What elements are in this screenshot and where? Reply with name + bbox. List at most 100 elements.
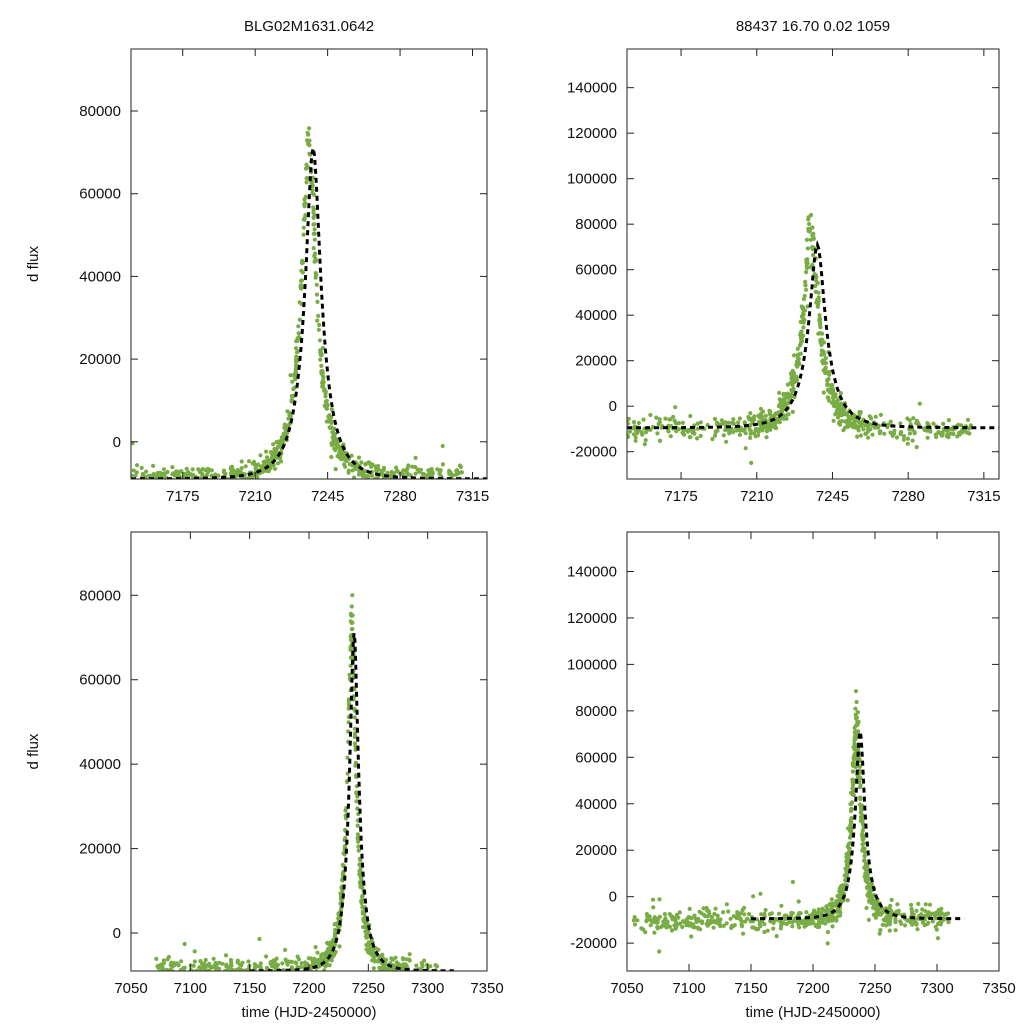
data-point bbox=[790, 924, 795, 929]
data-point bbox=[311, 207, 316, 212]
data-point bbox=[179, 959, 184, 964]
data-point bbox=[864, 905, 869, 911]
data-point bbox=[298, 965, 304, 970]
data-point bbox=[801, 325, 806, 330]
data-point bbox=[349, 604, 354, 609]
data-point bbox=[374, 485, 378, 489]
data-point bbox=[388, 473, 393, 478]
x-tick-label: 7245 bbox=[311, 488, 344, 505]
data-point bbox=[329, 454, 334, 460]
data-point bbox=[329, 443, 335, 448]
data-point bbox=[627, 421, 630, 426]
data-point bbox=[310, 957, 315, 962]
data-point bbox=[632, 922, 638, 927]
data-point bbox=[783, 916, 788, 922]
data-point bbox=[310, 188, 315, 193]
data-point bbox=[352, 687, 357, 692]
data-point bbox=[314, 292, 320, 297]
data-point bbox=[280, 976, 284, 980]
data-point bbox=[643, 430, 649, 435]
data-point bbox=[721, 910, 726, 915]
data-point bbox=[454, 468, 460, 473]
data-point bbox=[374, 469, 379, 474]
data-point bbox=[737, 416, 743, 421]
data-point bbox=[783, 392, 788, 397]
data-point bbox=[317, 338, 323, 343]
x-tick-label: 7350 bbox=[470, 980, 503, 997]
data-point bbox=[230, 482, 234, 486]
data-point bbox=[763, 413, 769, 418]
data-point bbox=[299, 283, 304, 288]
data-point bbox=[699, 911, 704, 916]
data-point bbox=[207, 973, 211, 977]
model-fit-line bbox=[249, 633, 454, 971]
data-point bbox=[457, 463, 463, 468]
data-point bbox=[874, 903, 879, 908]
data-point bbox=[332, 922, 337, 927]
data-point bbox=[289, 972, 293, 976]
data-point bbox=[920, 920, 926, 925]
data-point bbox=[838, 893, 843, 899]
data-point bbox=[642, 442, 647, 447]
data-point bbox=[370, 462, 375, 467]
data-point bbox=[880, 906, 885, 911]
data-point bbox=[294, 339, 299, 344]
data-point bbox=[686, 923, 692, 928]
plot-area bbox=[631, 689, 965, 954]
data-point bbox=[342, 450, 347, 456]
data-point bbox=[893, 928, 898, 933]
plot-frame bbox=[130, 531, 488, 972]
data-point bbox=[803, 283, 808, 288]
data-point bbox=[190, 467, 195, 472]
data-point bbox=[796, 899, 801, 904]
data-point bbox=[293, 346, 299, 351]
data-point bbox=[438, 468, 443, 473]
y-tick-label: 0 bbox=[113, 925, 121, 942]
model-fit-line bbox=[627, 240, 999, 430]
data-point bbox=[937, 920, 942, 925]
data-point bbox=[845, 419, 850, 424]
data-point bbox=[341, 851, 346, 856]
data-point bbox=[939, 911, 944, 916]
data-point bbox=[935, 936, 941, 941]
data-point bbox=[858, 433, 864, 438]
data-point bbox=[163, 974, 167, 978]
data-point bbox=[903, 923, 908, 928]
data-point bbox=[627, 434, 631, 439]
data-point bbox=[925, 435, 930, 440]
data-point bbox=[633, 435, 638, 440]
data-point bbox=[301, 225, 306, 230]
data-point bbox=[162, 978, 166, 982]
data-point bbox=[673, 926, 678, 931]
data-point bbox=[223, 953, 229, 958]
data-point bbox=[731, 923, 736, 929]
data-point bbox=[765, 425, 770, 430]
data-point bbox=[645, 914, 650, 919]
data-point bbox=[392, 481, 396, 485]
data-point bbox=[264, 971, 268, 975]
data-point bbox=[355, 823, 360, 828]
data-point bbox=[447, 468, 452, 473]
data-point bbox=[674, 920, 679, 925]
data-point bbox=[712, 416, 718, 422]
data-point bbox=[365, 934, 370, 940]
data-point bbox=[277, 443, 282, 448]
data-point bbox=[786, 412, 791, 417]
data-point bbox=[905, 416, 910, 421]
data-point bbox=[736, 420, 741, 425]
data-point bbox=[803, 921, 808, 927]
data-point bbox=[283, 947, 288, 953]
data-point bbox=[333, 467, 338, 472]
data-point bbox=[666, 429, 671, 434]
data-point bbox=[258, 973, 262, 977]
data-point bbox=[627, 429, 633, 434]
data-point bbox=[825, 941, 830, 946]
x-tick-label: 7100 bbox=[174, 980, 207, 997]
data-point bbox=[162, 976, 166, 980]
y-tick-label: 60000 bbox=[79, 186, 121, 203]
data-point bbox=[640, 432, 645, 437]
data-point bbox=[328, 425, 333, 431]
data-point bbox=[643, 438, 648, 443]
data-point bbox=[324, 398, 329, 403]
data-point bbox=[648, 923, 653, 928]
